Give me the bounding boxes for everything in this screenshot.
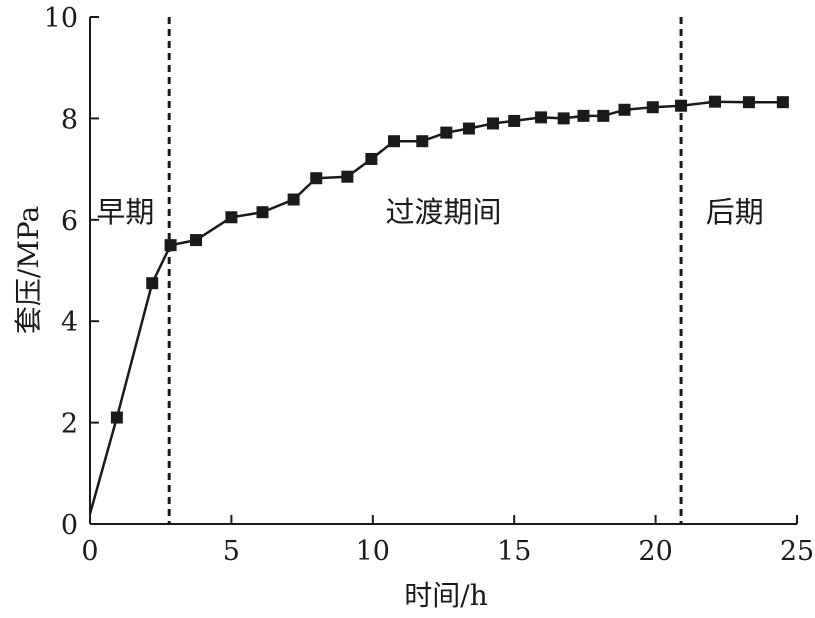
- y-tick-label: 2: [61, 409, 78, 440]
- data-point-marker: [388, 135, 401, 148]
- y-tick-label: 10: [44, 3, 78, 34]
- data-point-marker: [365, 152, 378, 165]
- data-point-marker: [146, 277, 159, 290]
- y-tick-label: 8: [61, 104, 78, 135]
- y-tick-label: 6: [61, 206, 78, 237]
- data-point-marker: [708, 95, 721, 108]
- y-tick-label: 4: [61, 307, 78, 338]
- phase-divider-lines: [167, 17, 683, 524]
- data-point-marker: [675, 99, 688, 112]
- axes: 0 5 10 15 20 25 0 2 4 6 8 10: [44, 3, 815, 567]
- phase-label: 过渡期间: [385, 195, 501, 229]
- data-point-marker: [225, 211, 238, 224]
- labels-layer: 早期 过渡期间 后期: [96, 195, 763, 229]
- x-tick-label: 10: [356, 536, 390, 567]
- data-point-marker: [508, 114, 521, 127]
- data-point-marker: [440, 126, 453, 139]
- data-point-marker: [557, 112, 570, 125]
- data-point-marker: [462, 122, 475, 135]
- x-tick-label: 15: [497, 536, 531, 567]
- data-point-marker: [597, 109, 610, 122]
- phase-label: 早期: [96, 195, 154, 229]
- x-tick-label: 20: [638, 536, 672, 567]
- series-layer: [88, 95, 789, 515]
- data-point-marker: [535, 111, 548, 124]
- y-axis-label: 套压/MPa: [12, 206, 45, 334]
- data-point-marker: [341, 170, 354, 183]
- x-tick-label: 0: [81, 536, 98, 567]
- data-point-marker: [310, 172, 323, 185]
- data-point-marker: [287, 193, 300, 206]
- data-point-marker: [110, 411, 123, 424]
- x-tick-label: 5: [223, 536, 240, 567]
- data-point-marker: [256, 206, 269, 219]
- y-tick-label: 0: [61, 510, 78, 541]
- data-point-marker: [577, 109, 590, 122]
- series-line: [88, 100, 783, 515]
- data-point-marker: [742, 96, 755, 109]
- data-point-marker: [416, 135, 429, 148]
- data-point-marker: [486, 117, 499, 130]
- phase-label: 后期: [706, 195, 764, 229]
- x-axis-label: 时间/h: [404, 579, 487, 612]
- data-point-marker: [618, 103, 631, 116]
- data-point-marker: [646, 101, 659, 114]
- x-tick-label: 25: [780, 536, 814, 567]
- data-point-marker: [164, 239, 177, 252]
- data-point-marker: [190, 234, 203, 247]
- data-point-marker: [776, 96, 789, 109]
